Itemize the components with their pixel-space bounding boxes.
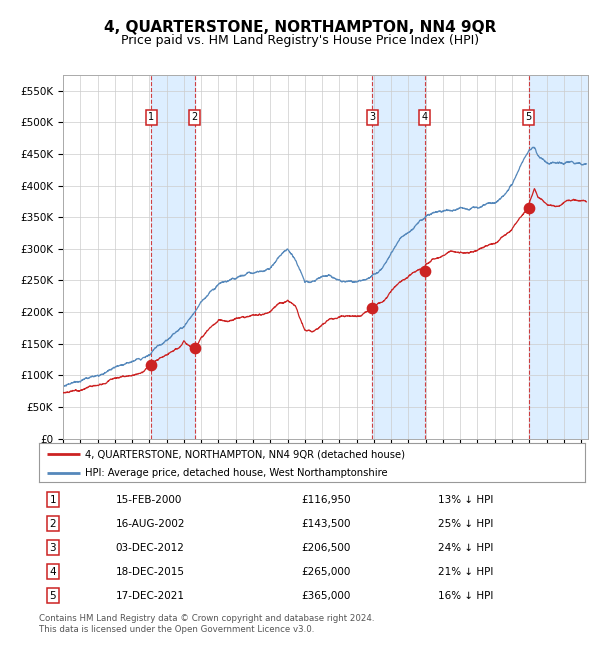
Point <box>368 303 377 313</box>
Text: 2: 2 <box>49 519 56 528</box>
Text: HPI: Average price, detached house, West Northamptonshire: HPI: Average price, detached house, West… <box>85 467 388 478</box>
Bar <box>529 75 588 439</box>
Text: 3: 3 <box>370 112 376 122</box>
Text: £265,000: £265,000 <box>301 567 350 577</box>
Text: £206,500: £206,500 <box>301 543 350 552</box>
Text: 4: 4 <box>49 567 56 577</box>
Text: 24% ↓ HPI: 24% ↓ HPI <box>437 543 493 552</box>
Text: 4, QUARTERSTONE, NORTHAMPTON, NN4 9QR: 4, QUARTERSTONE, NORTHAMPTON, NN4 9QR <box>104 20 496 35</box>
Text: 2: 2 <box>191 112 198 122</box>
Text: Contains HM Land Registry data © Crown copyright and database right 2024.
This d: Contains HM Land Registry data © Crown c… <box>39 614 374 634</box>
Text: 18-DEC-2015: 18-DEC-2015 <box>115 567 184 577</box>
Text: £365,000: £365,000 <box>301 591 350 601</box>
Text: 25% ↓ HPI: 25% ↓ HPI <box>437 519 493 528</box>
Text: Price paid vs. HM Land Registry's House Price Index (HPI): Price paid vs. HM Land Registry's House … <box>121 34 479 47</box>
Text: 21% ↓ HPI: 21% ↓ HPI <box>437 567 493 577</box>
Text: 15-FEB-2000: 15-FEB-2000 <box>115 495 182 504</box>
Point <box>524 203 533 213</box>
Bar <box>373 75 425 439</box>
Text: 17-DEC-2021: 17-DEC-2021 <box>115 591 184 601</box>
Text: 03-DEC-2012: 03-DEC-2012 <box>115 543 184 552</box>
Text: 16-AUG-2002: 16-AUG-2002 <box>115 519 185 528</box>
Text: 16% ↓ HPI: 16% ↓ HPI <box>437 591 493 601</box>
Point <box>190 343 200 353</box>
Text: 5: 5 <box>49 591 56 601</box>
Bar <box>151 75 195 439</box>
Text: 4: 4 <box>422 112 428 122</box>
Text: 1: 1 <box>148 112 154 122</box>
Text: 3: 3 <box>49 543 56 552</box>
Text: £116,950: £116,950 <box>301 495 351 504</box>
Text: 13% ↓ HPI: 13% ↓ HPI <box>437 495 493 504</box>
Point <box>146 359 156 370</box>
Text: 4, QUARTERSTONE, NORTHAMPTON, NN4 9QR (detached house): 4, QUARTERSTONE, NORTHAMPTON, NN4 9QR (d… <box>85 449 406 459</box>
Text: 5: 5 <box>526 112 532 122</box>
Point <box>420 266 430 276</box>
Text: £143,500: £143,500 <box>301 519 350 528</box>
Text: 1: 1 <box>49 495 56 504</box>
